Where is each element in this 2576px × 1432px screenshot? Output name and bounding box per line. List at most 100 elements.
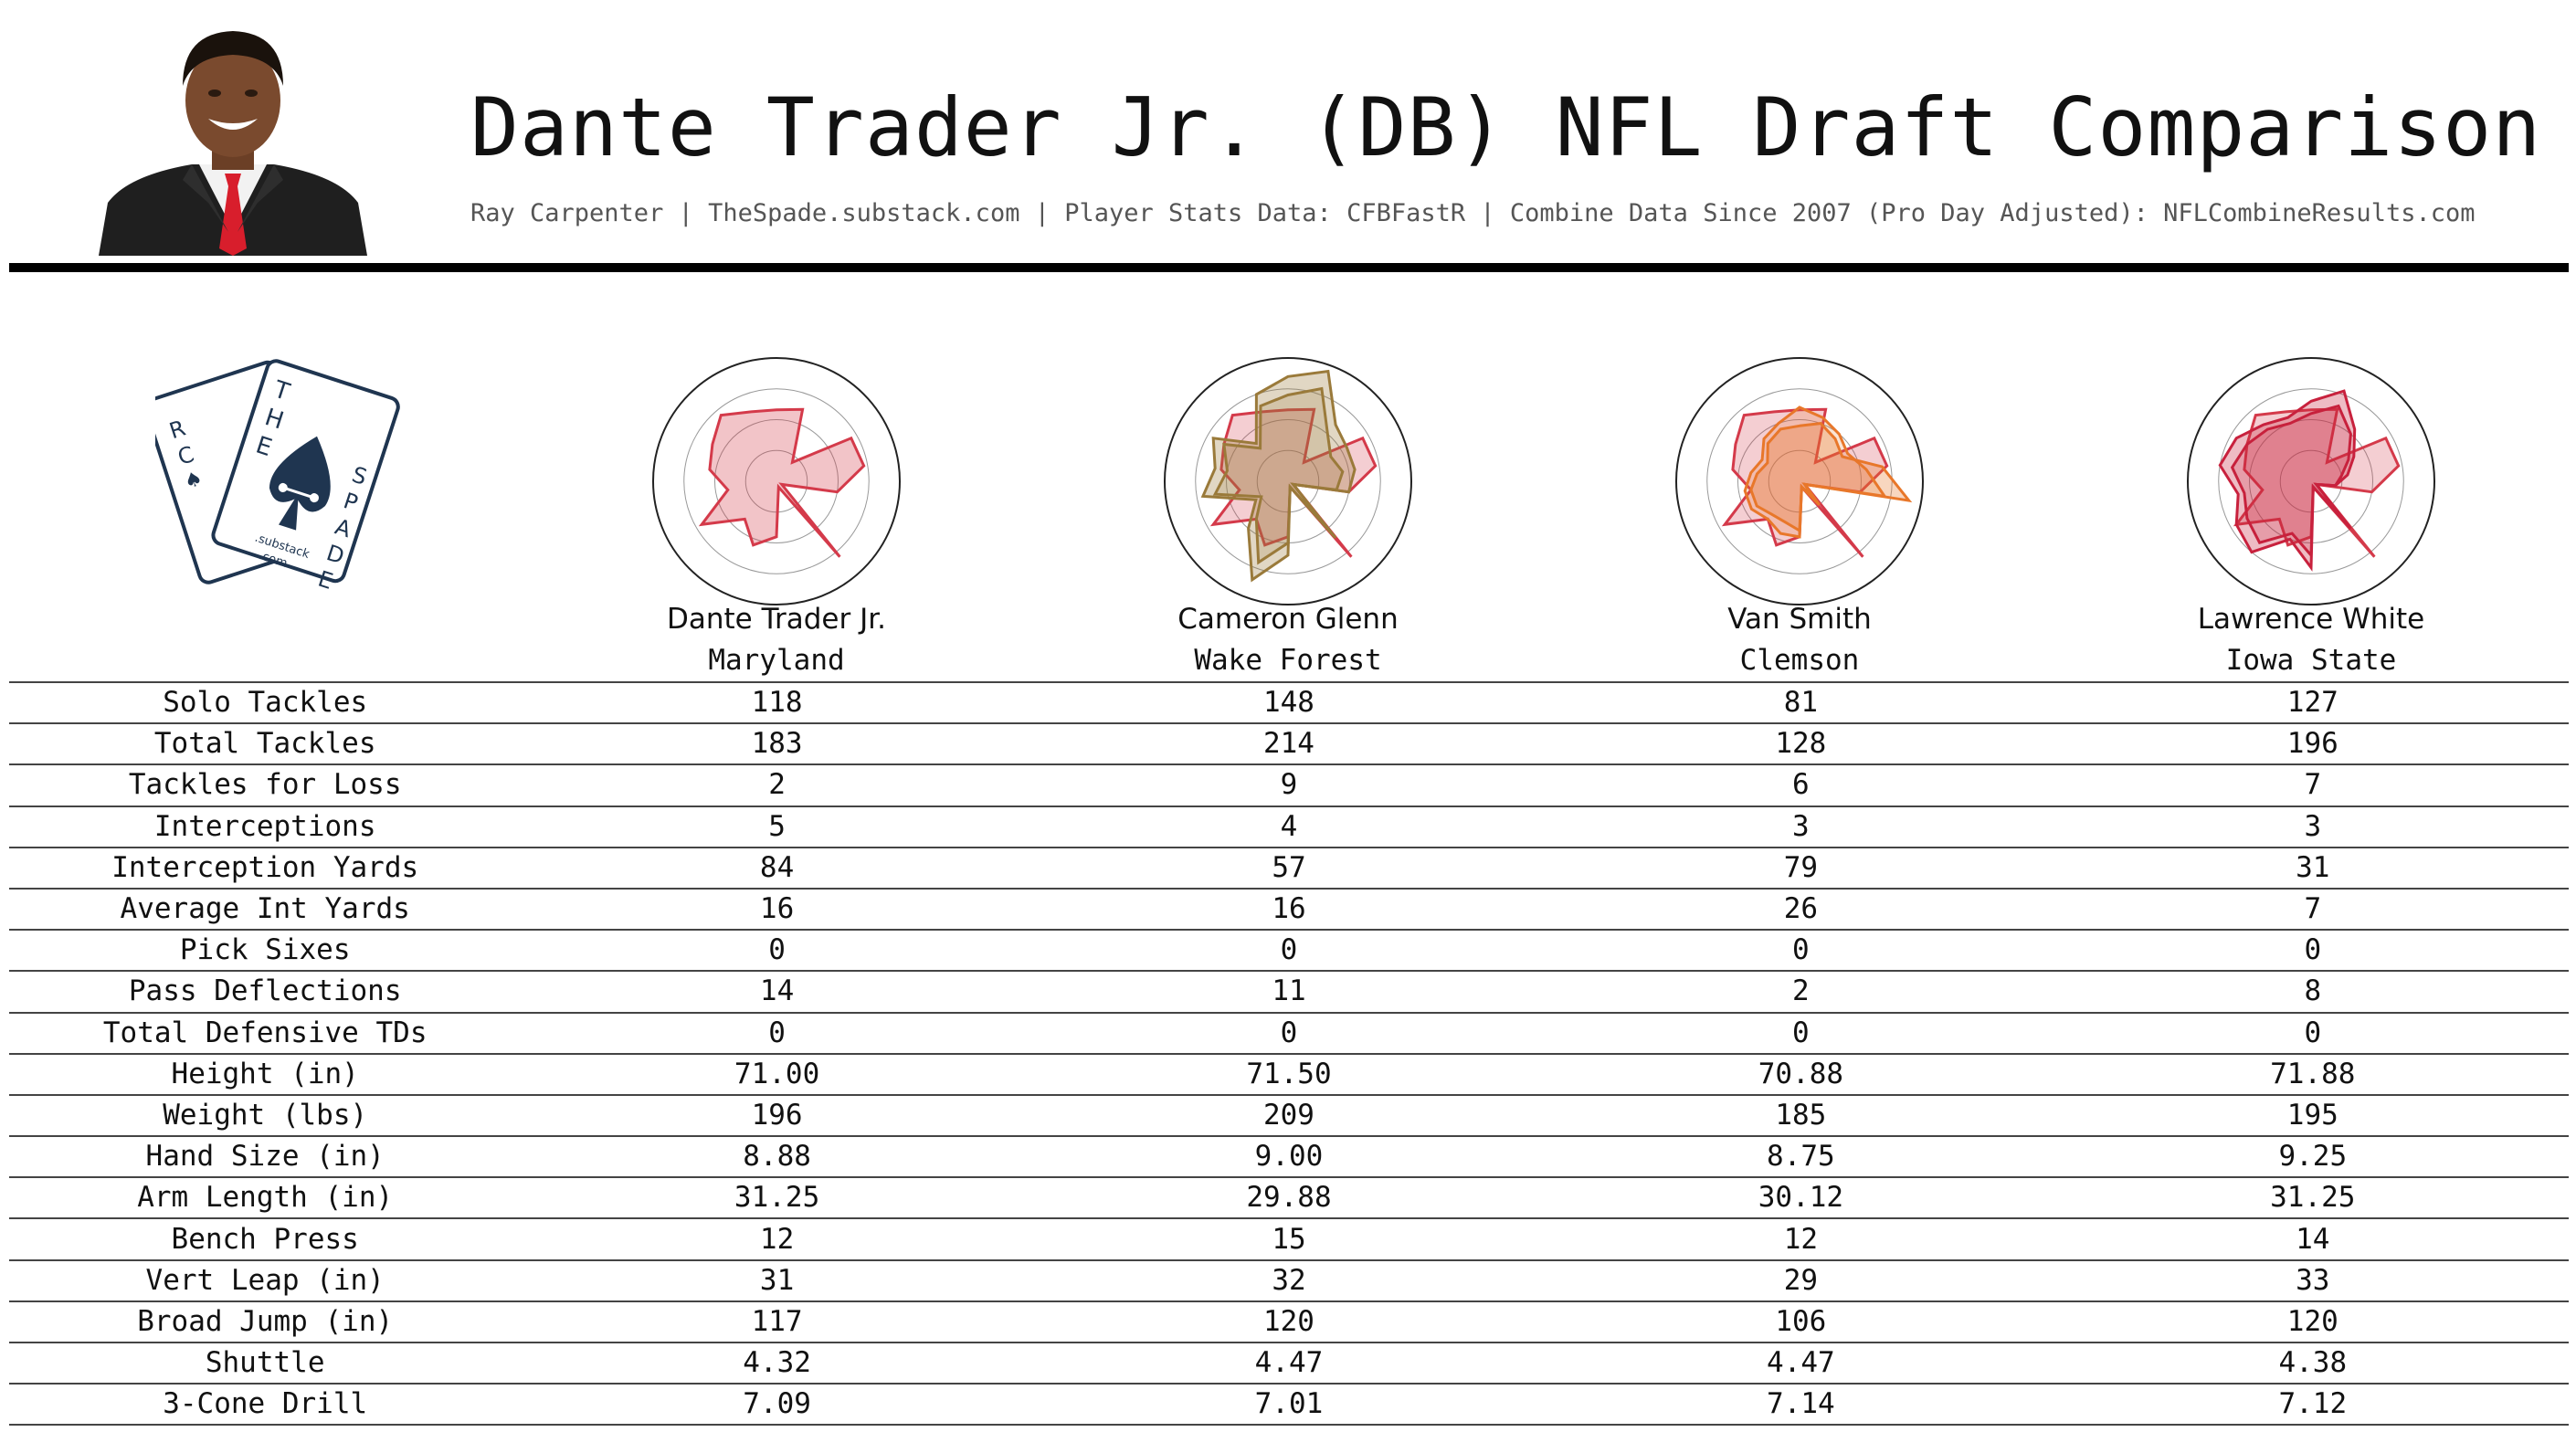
table-cell: 8.75: [1545, 1135, 2057, 1178]
table-row: 3-Cone Drill 7.09 7.01 7.14 7.12: [9, 1383, 2569, 1427]
radar-chart-smith: [1667, 349, 1932, 614]
table-cell: 7.12: [2056, 1383, 2569, 1427]
table-cell: 0: [1032, 1011, 1546, 1054]
row-label: Interception Yards: [9, 846, 522, 889]
table-cell: 0: [521, 929, 1033, 972]
radar-series-overlay: [1743, 405, 1888, 539]
player-school: Maryland: [708, 644, 845, 677]
table-cell: 185: [1545, 1093, 2057, 1137]
row-label: Average Int Yards: [9, 887, 522, 931]
header-divider: [9, 263, 2569, 272]
radar-grid-ring: [683, 388, 870, 574]
stats-table-body: Solo Tackles 118 148 81 127 Total Tackles 183 2…: [9, 680, 2569, 1427]
radar-grid-ring: [714, 419, 839, 543]
table-cell: 118: [521, 680, 1033, 724]
row-label: Height (in): [9, 1052, 522, 1095]
table-cell: 15: [1032, 1217, 1546, 1260]
table-cell: 117: [521, 1300, 1033, 1342]
table-row: Total Tackles 183 214 128 196: [9, 722, 2569, 765]
table-row: Shuttle 4.32 4.47 4.47 4.38: [9, 1341, 2569, 1385]
player-school: Iowa State: [2225, 644, 2397, 677]
table-cell: 120: [1032, 1300, 1546, 1342]
table-row: Weight (lbs) 196 209 185 195: [9, 1093, 2569, 1137]
radar-chart-glenn: [1156, 349, 1420, 614]
table-row: Height (in) 71.00 71.50 70.88 71.88: [9, 1052, 2569, 1095]
table-cell: 128: [1545, 722, 2057, 765]
row-label: Solo Tackles: [9, 680, 522, 724]
table-cell: 5: [521, 805, 1033, 848]
table-cell: 196: [521, 1093, 1033, 1137]
table-row: Vert Leap (in) 31 32 29 33: [9, 1258, 2569, 1301]
table-cell: 7: [2056, 887, 2569, 931]
table-cell: 70.88: [1545, 1052, 2057, 1095]
row-label: Total Defensive TDs: [9, 1011, 522, 1054]
row-label: Arm Length (in): [9, 1176, 522, 1219]
table-cell: 4.47: [1545, 1341, 2057, 1385]
table-cell: 8.88: [521, 1135, 1033, 1178]
radar-grid-ring: [2218, 388, 2404, 574]
table-cell: 3: [1545, 805, 2057, 848]
table-cell: 14: [2056, 1217, 2569, 1260]
table-cell: 33: [2056, 1258, 2569, 1301]
table-cell: 7.14: [1545, 1383, 2057, 1427]
table-cell: 79: [1545, 846, 2057, 889]
table-cell: 31.25: [2056, 1176, 2569, 1219]
table-cell: 7.01: [1032, 1383, 1546, 1427]
table-cell: 2: [521, 763, 1033, 806]
stats-table: Solo Tackles 118 148 81 127 Total Tackles 183 2…: [9, 680, 2569, 1427]
table-cell: 9.25: [2056, 1135, 2569, 1178]
table-cell: 4.38: [2056, 1341, 2569, 1385]
radar-grid-ring: [1737, 419, 1862, 543]
page-subtitle: Ray Carpenter | TheSpade.substack.com | …: [470, 199, 2476, 227]
table-row: Bench Press 12 15 12 14: [9, 1217, 2569, 1260]
table-cell: 30.12: [1545, 1176, 2057, 1219]
row-label: Shuttle: [9, 1341, 522, 1385]
radar-chart-trader: [644, 349, 909, 614]
table-cell: 0: [1545, 1011, 2057, 1054]
table-cell: 0: [2056, 929, 2569, 972]
table-cell: 12: [521, 1217, 1033, 1260]
player-school: Clemson: [1739, 644, 1860, 677]
player-school: Wake Forest: [1194, 644, 1382, 677]
radar-series-trader: [698, 407, 866, 558]
table-row: Interceptions 5 4 3 3: [9, 805, 2569, 848]
table-cell: 0: [521, 1011, 1033, 1054]
radar-outer-ring: [1164, 357, 1412, 605]
table-row: Solo Tackles 118 148 81 127: [9, 680, 2569, 724]
table-cell: 9: [1032, 763, 1546, 806]
radar-outer-ring: [1675, 357, 1924, 605]
table-cell: 0: [1545, 929, 2057, 972]
table-row: Pass Deflections 14 11 2 8: [9, 970, 2569, 1013]
table-cell: 31: [2056, 846, 2569, 889]
table-cell: 148: [1032, 680, 1546, 724]
radar-series-glenn: [1200, 369, 1357, 583]
table-cell: 0: [2056, 1011, 2569, 1054]
headshot-image: [99, 31, 367, 256]
table-cell: 81: [1545, 680, 2057, 724]
radar-grid-ring: [1195, 388, 1381, 574]
table-cell: 8: [2056, 970, 2569, 1013]
table-cell: 29.88: [1032, 1176, 1546, 1219]
player-name: Cameron Glenn: [1177, 603, 1399, 636]
table-row: Hand Size (in) 8.88 9.00 8.75 9.25: [9, 1135, 2569, 1178]
table-cell: 4.32: [521, 1341, 1033, 1385]
table-cell: 32: [1032, 1258, 1546, 1301]
player-headshot: [91, 20, 375, 258]
table-cell: 71.50: [1032, 1052, 1546, 1095]
table-cell: 2: [1545, 970, 2057, 1013]
row-label: 3-Cone Drill: [9, 1383, 522, 1427]
table-cell: 4.47: [1032, 1341, 1546, 1385]
table-cell: 127: [2056, 680, 2569, 724]
table-cell: 71.00: [521, 1052, 1033, 1095]
row-label: Total Tackles: [9, 722, 522, 765]
table-cell: 31.25: [521, 1176, 1033, 1219]
table-cell: 29: [1545, 1258, 2057, 1301]
radar-chart-white: [2179, 349, 2444, 614]
table-cell: 0: [1032, 929, 1546, 972]
the-spade-logo: R C ♠ T H E S P A D E .substack .com: [143, 347, 402, 612]
row-label: Pick Sixes: [9, 929, 522, 972]
row-label: Tackles for Loss: [9, 763, 522, 806]
row-label: Pass Deflections: [9, 970, 522, 1013]
table-cell: 31: [521, 1258, 1033, 1301]
radar-series-smith: [1749, 422, 1913, 533]
